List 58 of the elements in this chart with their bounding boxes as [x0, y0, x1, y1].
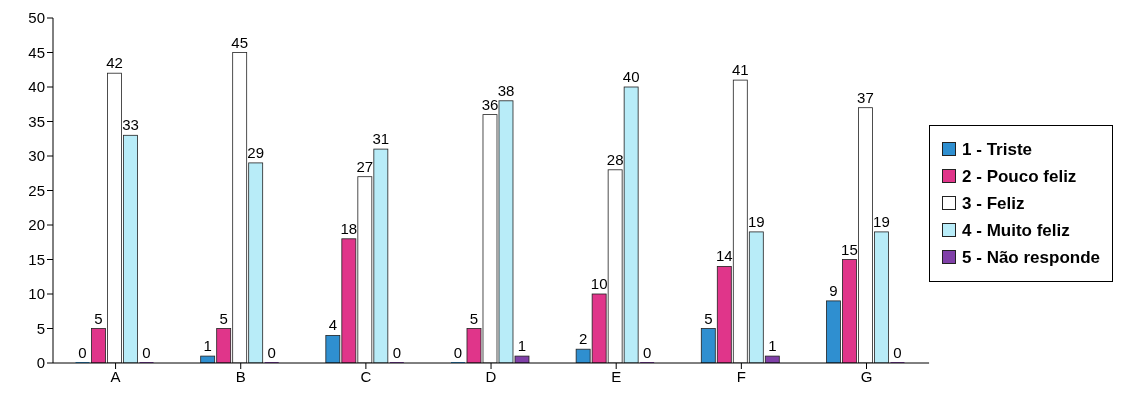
data-label: 0 [392, 344, 402, 361]
data-label: 0 [267, 344, 276, 361]
data-label: 0 [893, 344, 902, 361]
data-label: 5 [94, 309, 103, 327]
data-label: 0 [78, 344, 87, 361]
legend-label: 1 - Triste [962, 138, 1032, 161]
y-tick-label: 25 [28, 181, 45, 199]
y-tick-label: 5 [36, 319, 45, 337]
data-label: 1 [203, 337, 212, 355]
legend-label: 2 - Pouco feliz [962, 165, 1077, 188]
y-tick-label: 10 [28, 285, 45, 303]
data-label: 5 [469, 309, 479, 327]
x-tick-label: G [860, 367, 873, 385]
data-label: 5 [219, 309, 228, 327]
legend-label: 4 - Muito feliz [962, 219, 1070, 242]
y-tick-label: 0 [36, 354, 45, 372]
data-label: 45 [231, 33, 249, 51]
data-label: 29 [247, 143, 265, 161]
data-label: 19 [873, 212, 890, 230]
data-label: 10 [590, 275, 608, 292]
data-label: 0 [642, 344, 652, 361]
data-label: 28 [606, 150, 624, 168]
data-label: 18 [340, 219, 358, 237]
data-label: 19 [747, 212, 765, 230]
data-label: 9 [829, 281, 838, 299]
data-label: 4 [328, 316, 338, 334]
data-label: 33 [122, 116, 139, 134]
y-tick-label: 40 [28, 78, 45, 96]
data-label: 27 [356, 157, 374, 175]
y-tick-label: 15 [28, 250, 45, 268]
data-label: 31 [372, 130, 390, 148]
y-tick-label: 30 [28, 147, 45, 165]
data-label: 14 [715, 247, 733, 265]
legend-label: 5 - Não responde [962, 246, 1100, 269]
x-tick-label: A [110, 367, 121, 385]
data-label: 5 [704, 309, 713, 327]
x-tick-label: C [360, 367, 372, 385]
data-label: 36 [481, 95, 499, 113]
legend-label: 3 - Feliz [962, 192, 1025, 215]
data-label: 15 [841, 240, 858, 258]
x-tick-label: B [235, 367, 246, 385]
data-label: 2 [578, 330, 588, 348]
data-label: 1 [768, 337, 777, 355]
y-tick-label: 45 [28, 43, 45, 61]
x-tick-label: F [736, 367, 746, 385]
data-label: 0 [453, 344, 463, 361]
y-tick-label: 50 [28, 9, 45, 27]
y-tick-label: 35 [28, 112, 45, 130]
data-label: 0 [142, 344, 151, 361]
data-label: 42 [106, 54, 123, 72]
x-tick-label: E [611, 367, 622, 385]
data-label: 38 [497, 81, 515, 99]
data-label: 1 [517, 337, 527, 355]
x-tick-label: D [485, 367, 497, 385]
y-tick-label: 20 [28, 216, 45, 234]
data-label: 37 [857, 88, 874, 106]
data-label: 41 [731, 61, 749, 79]
data-label: 40 [622, 68, 640, 85]
